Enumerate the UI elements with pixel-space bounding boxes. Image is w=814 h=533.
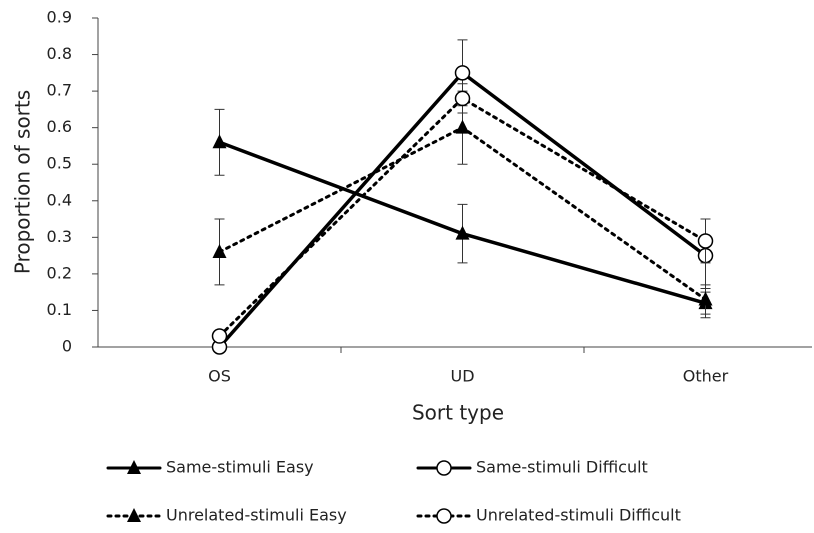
marker [436,508,452,524]
legend-label: Same-stimuli Difficult [476,458,648,477]
marker [455,119,470,134]
marker [698,291,713,306]
y-axis-title: Proportion of sorts [11,90,35,274]
x-tick-label: OS [208,367,231,386]
legend-label: Unrelated-stimuli Difficult [476,506,681,525]
marker [212,134,227,149]
y-tick-label: 0.6 [47,117,72,136]
marker [454,65,471,81]
x-tick-label: Other [683,367,729,386]
y-tick-label: 0.3 [47,227,72,246]
y-tick-label: 0.5 [47,154,72,173]
marker [697,233,714,249]
marker [436,460,452,476]
y-tick-label: 0.7 [47,81,72,100]
x-axis-title: Sort type [412,401,504,425]
y-tick-label: 0.9 [47,8,72,27]
y-tick-label: 0 [62,337,72,356]
legend-label: Unrelated-stimuli Easy [166,506,347,525]
marker [212,243,227,258]
x-tick-label: UD [450,367,474,386]
marker [211,328,228,344]
marker [127,460,141,474]
marker [454,90,471,107]
marker [127,508,141,522]
legend-label: Same-stimuli Easy [166,458,314,477]
y-tick-label: 0.8 [47,44,72,63]
y-tick-label: 0.1 [47,300,72,319]
marker [455,225,470,240]
y-tick-label: 0.2 [47,263,72,282]
y-tick-label: 0.4 [47,190,72,209]
